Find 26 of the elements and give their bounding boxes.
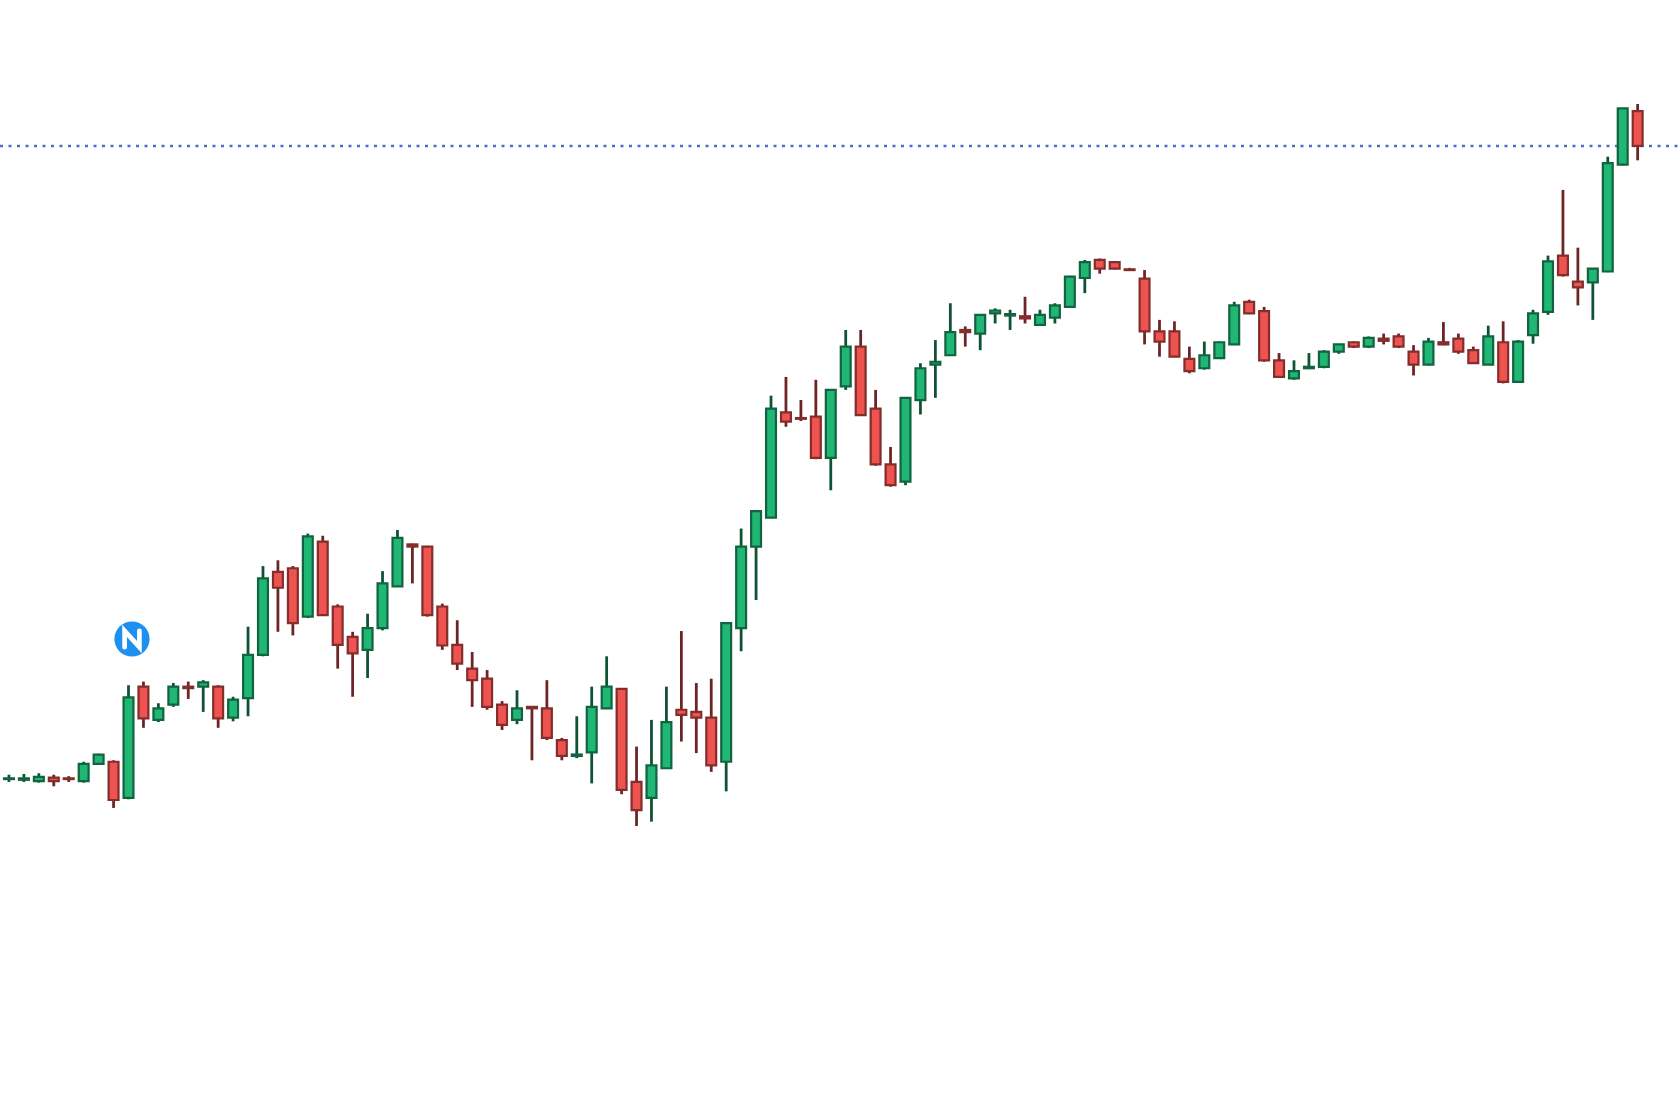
candlestick — [839, 328, 852, 392]
candlestick — [197, 678, 210, 714]
candlestick — [1497, 319, 1510, 385]
candlestick — [152, 701, 165, 724]
candlestick — [1018, 295, 1032, 325]
candlestick — [1407, 343, 1420, 377]
candlestick — [1571, 246, 1584, 307]
candlestick — [944, 301, 957, 358]
candlestick — [570, 714, 583, 760]
candlestick — [1631, 102, 1644, 162]
candlestick — [1422, 336, 1435, 367]
candlestick — [227, 695, 240, 723]
candlestick — [137, 680, 150, 730]
candlestick — [555, 736, 568, 762]
candlestick — [929, 338, 942, 400]
candlestick — [510, 688, 524, 726]
candlestick — [1287, 358, 1301, 382]
candlestick — [959, 324, 972, 348]
candlestick — [1556, 188, 1569, 278]
candlestick — [167, 681, 180, 709]
candlestick — [1512, 338, 1525, 385]
candlestick — [212, 683, 225, 730]
candlestick — [974, 313, 987, 352]
candlestick — [1183, 345, 1196, 375]
candlestick — [107, 758, 120, 810]
candlestick — [1482, 324, 1495, 367]
